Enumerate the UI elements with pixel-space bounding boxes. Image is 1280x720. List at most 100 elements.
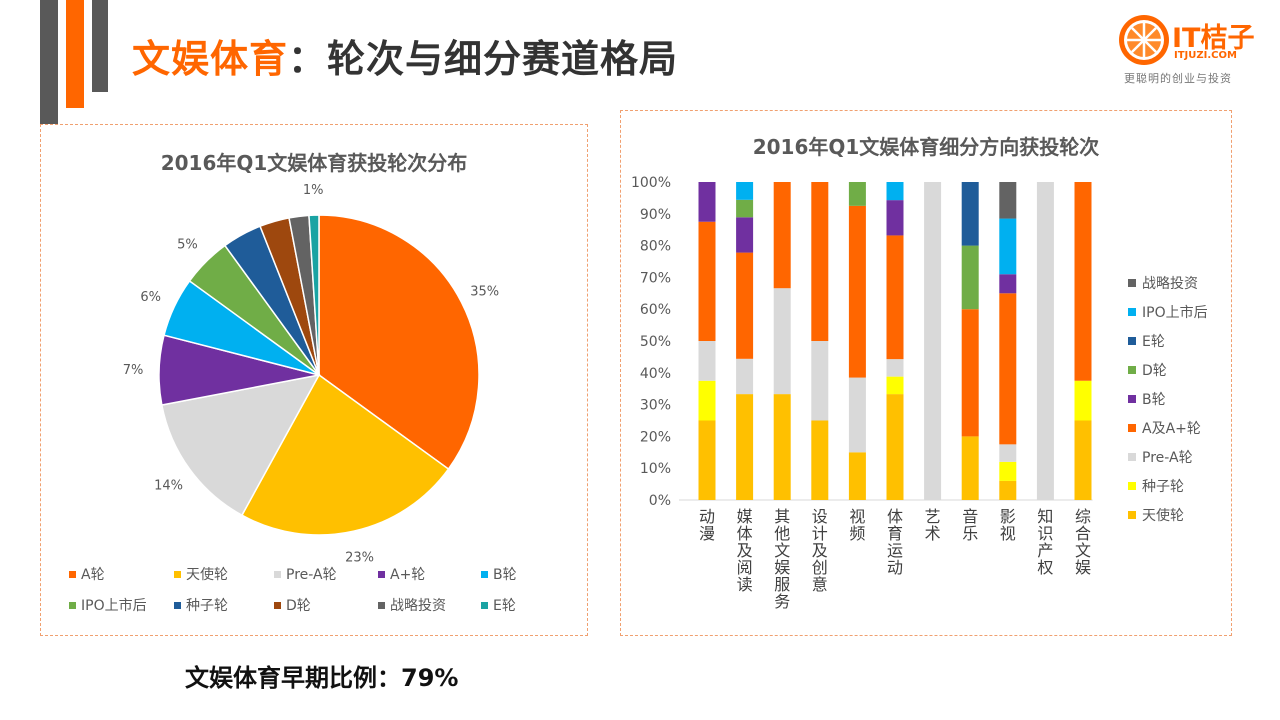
early-stage-ratio-note: 文娱体育早期比例：79% — [185, 664, 459, 692]
bar-chart-title: 2016年Q1文娱体育细分方向获投轮次 — [752, 135, 1100, 159]
bar-segment — [848, 205, 866, 378]
bar-segment — [1036, 182, 1054, 500]
y-tick-label: 100% — [631, 175, 671, 191]
pie-slice — [240, 373, 450, 536]
bar-segment — [999, 218, 1017, 275]
legend-swatch — [1128, 337, 1136, 345]
legend-swatch — [378, 571, 385, 578]
header-deco-bar-accent — [66, 0, 84, 108]
bar-segment — [961, 245, 979, 310]
pie-chart-title: 2016年Q1文娱体育获投轮次分布 — [160, 151, 468, 175]
x-category-label: 影视 — [1000, 507, 1016, 543]
page-title-rest: ：轮次与细分赛道格局 — [288, 37, 679, 81]
legend-swatch — [1128, 395, 1136, 403]
bar-segment — [848, 182, 866, 206]
bar-segment — [961, 309, 979, 437]
bar-segment — [999, 182, 1017, 219]
legend-swatch — [1128, 453, 1136, 461]
legend-swatch — [481, 571, 488, 578]
pie-legend-label: IPO上市后 — [81, 597, 147, 614]
pie-legend-label: A轮 — [81, 567, 105, 583]
x-category-label: 知识产权 — [1037, 507, 1053, 577]
bar-segment — [1074, 380, 1092, 421]
y-tick-label: 0% — [649, 493, 671, 509]
bar-legend-label: Pre-A轮 — [1142, 450, 1193, 466]
bar-segment — [698, 182, 716, 222]
pie-slice — [318, 214, 480, 471]
pie-slice — [308, 214, 320, 376]
bar-segment — [886, 359, 904, 377]
logo-tagline: 更聪明的创业与投资 — [1124, 72, 1232, 85]
bar-segment — [999, 293, 1017, 445]
pie-legend-label: D轮 — [286, 598, 311, 614]
legend-swatch — [1128, 424, 1136, 432]
pie-chart: 35% 23% 14% 7% 6% 5% 1% A轮 天使轮 Pre-A轮 A+轮 B轮 IPO上市后 种… — [69, 183, 517, 614]
bar-segment — [773, 182, 791, 289]
y-tick-label: 30% — [640, 398, 671, 414]
bar-segment — [736, 394, 754, 500]
orange-slice-icon — [1119, 15, 1169, 65]
bar-segment — [736, 358, 754, 395]
y-tick-label: 20% — [640, 429, 671, 445]
legend-swatch — [378, 602, 385, 609]
pie-legend-label: 种子轮 — [186, 598, 228, 614]
bar-segment — [811, 341, 829, 421]
legend-swatch — [1128, 482, 1136, 490]
legend-swatch — [174, 571, 181, 578]
y-tick-label: 70% — [640, 270, 671, 286]
header-deco-bar — [92, 0, 108, 92]
legend-swatch — [481, 602, 488, 609]
x-category-label: 体育运动 — [887, 507, 903, 577]
bar-segment — [886, 376, 904, 395]
bar-segment — [999, 274, 1017, 294]
bar-chart-panel: 2016年Q1文娱体育细分方向获投轮次 0% 10% 20% 30% 40% 50% 60%… — [620, 110, 1232, 636]
pie-legend-label: B轮 — [493, 567, 517, 583]
bar-segment — [698, 341, 716, 381]
bar-segment — [698, 420, 716, 500]
y-tick-label: 80% — [640, 239, 671, 255]
bar-segment — [698, 221, 716, 341]
legend-swatch — [69, 571, 76, 578]
bar-segment — [961, 182, 979, 246]
pie-slice — [160, 373, 321, 517]
x-category-label: 艺术 — [925, 507, 941, 543]
x-category-label: 动漫 — [699, 507, 715, 543]
bar-segment — [698, 380, 716, 421]
bar-segment — [848, 377, 866, 453]
bar-segment — [811, 420, 829, 500]
bar-segment — [886, 182, 904, 201]
bar-segment — [736, 217, 754, 253]
legend-swatch — [1128, 366, 1136, 374]
x-category-label: 设计及创意 — [812, 507, 828, 594]
logo-site: ITJUZI.COM — [1174, 50, 1237, 61]
legend-swatch — [274, 571, 281, 578]
bar-segment — [736, 199, 754, 218]
legend-swatch — [1128, 279, 1136, 287]
bar-segment — [1074, 182, 1092, 381]
bar-segment — [811, 182, 829, 341]
bar-legend-label: A及A+轮 — [1142, 421, 1201, 437]
legend-swatch — [1128, 308, 1136, 316]
bar-segment — [924, 182, 942, 500]
pie-data-label: 23% — [345, 551, 374, 566]
bar-segment — [999, 480, 1017, 500]
pie-legend-label: A+轮 — [390, 567, 425, 583]
bar-legend-label: IPO上市后 — [1142, 304, 1208, 321]
pie-data-label: 1% — [303, 183, 324, 198]
pie-data-label: 35% — [470, 285, 499, 300]
pie-legend-label: 战略投资 — [390, 598, 446, 614]
y-tick-label: 90% — [640, 207, 671, 223]
bar-segment — [773, 394, 791, 500]
legend-swatch — [274, 602, 281, 609]
bar-segment — [773, 288, 791, 395]
pie-data-label: 5% — [177, 237, 198, 252]
x-category-label: 视频 — [849, 507, 865, 543]
page-title: 文娱体育：轮次与细分赛道格局 — [132, 28, 678, 83]
pie-chart-panel: 2016年Q1文娱体育获投轮次分布 35% 23% 14% 7% 6% 5% 1% A轮 天使轮… — [40, 124, 588, 636]
bar-legend-label: 战略投资 — [1142, 276, 1198, 292]
y-tick-label: 10% — [640, 461, 671, 477]
itjuzi-logo: IT桔子 ITJUZI.COM 更聪明的创业与投资 — [1118, 10, 1268, 90]
y-tick-label: 40% — [640, 366, 671, 382]
stacked-bar-chart: 0% 10% 20% 30% 40% 50% 60% 70% 80% 90% 100% 动漫 媒体及阅读… — [631, 175, 1208, 611]
x-category-label: 综合文娱 — [1075, 507, 1091, 577]
